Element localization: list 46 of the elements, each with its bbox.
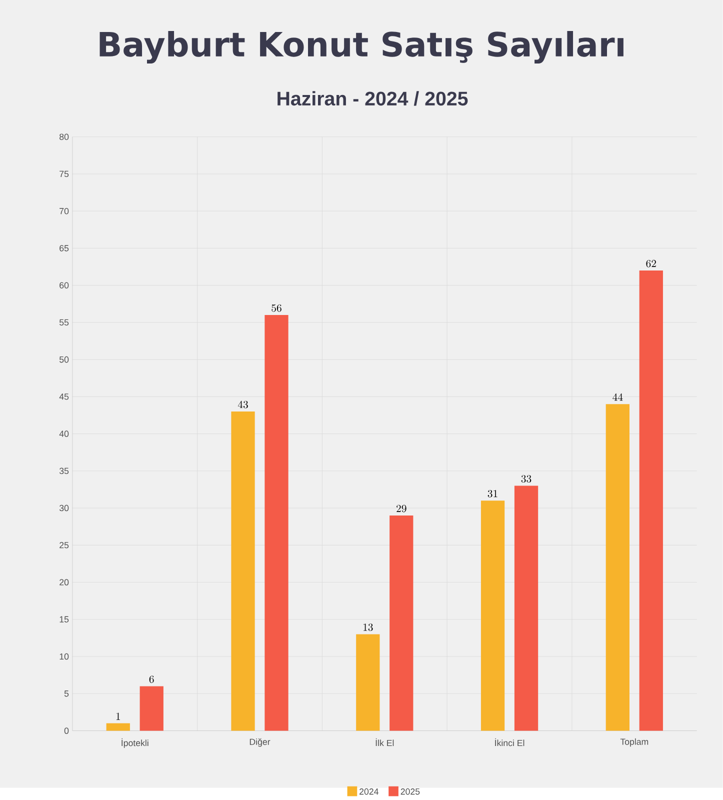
y-tick-label: 40 bbox=[59, 430, 69, 437]
y-tick-label: 20 bbox=[60, 579, 69, 586]
y-tick-label: 25 bbox=[60, 542, 69, 548]
bar bbox=[140, 686, 164, 731]
y-tick-label: 65 bbox=[60, 245, 69, 252]
bar bbox=[106, 723, 130, 731]
legend-label: 2025 bbox=[400, 788, 420, 795]
y-tick-label: 15 bbox=[60, 616, 69, 622]
y-tick-label: 80 bbox=[60, 134, 69, 140]
y-tick-label: 30 bbox=[60, 504, 69, 512]
y-tick-label: 50 bbox=[60, 356, 69, 363]
x-tick-label: İkinci El bbox=[495, 738, 524, 746]
x-tick-label: İlk El bbox=[376, 738, 394, 746]
y-tick-label: 45 bbox=[59, 394, 69, 400]
y-tick-label: 10 bbox=[60, 653, 69, 660]
data-label: 1 bbox=[116, 712, 120, 720]
y-tick-label: 0 bbox=[64, 728, 69, 734]
bar bbox=[264, 315, 288, 731]
data-label: 6 bbox=[149, 676, 154, 683]
chart-subtitle: Haziran - 2024 / 2025 bbox=[278, 91, 468, 106]
y-tick-label: 60 bbox=[60, 282, 69, 288]
data-label: 43 bbox=[238, 400, 248, 408]
bar bbox=[390, 515, 414, 731]
bar bbox=[639, 270, 664, 731]
y-tick-label: 35 bbox=[60, 468, 69, 474]
data-label: 44 bbox=[612, 393, 623, 401]
chart-title: Bayburt Konut Satış Sayıları bbox=[100, 30, 624, 64]
legend-label: 2024 bbox=[360, 788, 379, 795]
y-tick-label: 70 bbox=[60, 208, 69, 214]
data-label: 29 bbox=[396, 504, 406, 512]
data-label: 56 bbox=[272, 304, 282, 312]
bar bbox=[481, 500, 505, 731]
y-tick-label: 5 bbox=[64, 690, 69, 697]
bar bbox=[356, 634, 380, 731]
bar bbox=[606, 404, 630, 731]
x-tick-label: İpotekli bbox=[122, 738, 148, 748]
bar bbox=[231, 412, 255, 731]
data-label: 33 bbox=[521, 475, 532, 483]
x-tick-label: Diğer bbox=[250, 738, 270, 747]
data-label: 13 bbox=[364, 624, 373, 631]
y-tick-label: 75 bbox=[60, 170, 69, 178]
x-tick-label: Toplam bbox=[620, 738, 648, 747]
data-label: 31 bbox=[488, 490, 498, 498]
y-tick-label: 55 bbox=[60, 319, 69, 326]
bar bbox=[514, 486, 538, 731]
data-label: 62 bbox=[646, 260, 656, 268]
